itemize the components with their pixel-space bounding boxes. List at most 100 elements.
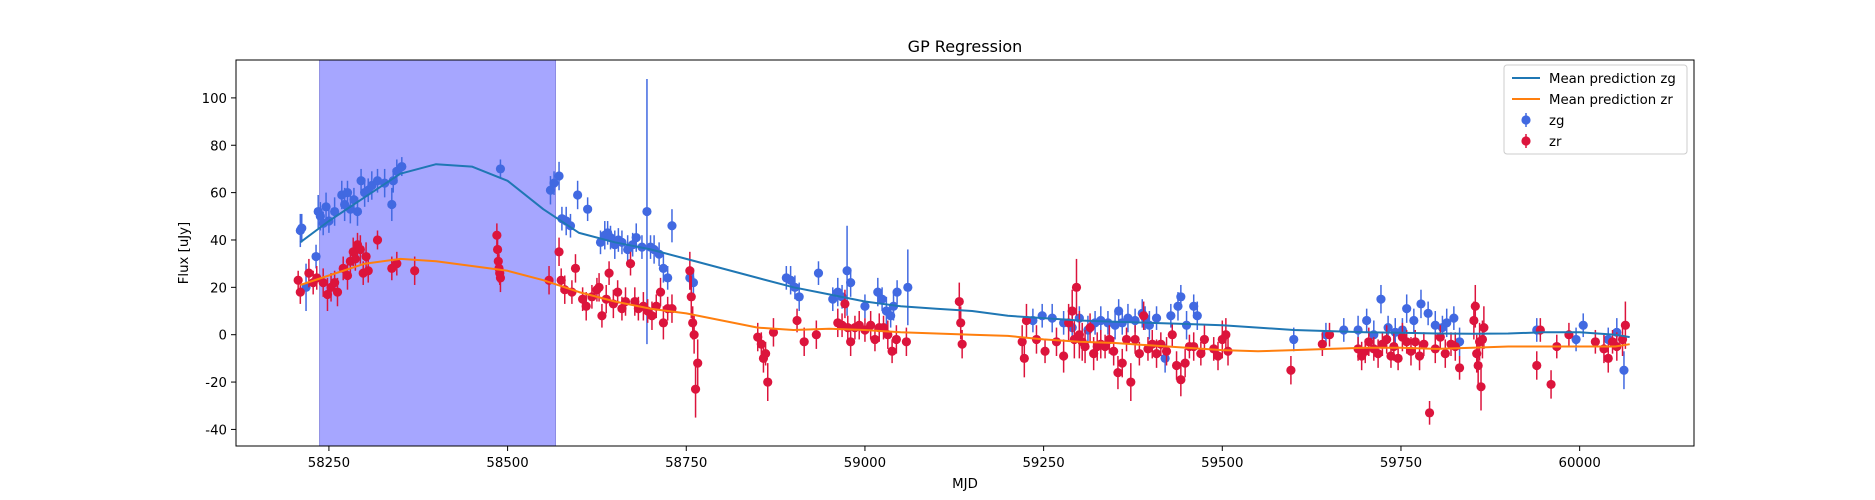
marker bbox=[1221, 330, 1231, 340]
marker bbox=[1071, 282, 1082, 292]
legend-item: Mean prediction zr bbox=[1512, 93, 1673, 108]
marker bbox=[549, 178, 559, 188]
marker bbox=[1353, 325, 1363, 335]
marker bbox=[583, 204, 593, 214]
marker bbox=[554, 247, 564, 257]
marker bbox=[1430, 320, 1440, 330]
legend: Mean prediction zg Mean prediction zr zg zr bbox=[1503, 64, 1688, 155]
data-point bbox=[297, 213, 307, 243]
marker bbox=[1176, 375, 1186, 385]
data-point bbox=[877, 287, 887, 312]
data-point bbox=[792, 308, 802, 333]
marker bbox=[297, 223, 307, 233]
data-point bbox=[799, 327, 809, 357]
y-tick-label: -20 bbox=[205, 376, 227, 391]
marker bbox=[1546, 379, 1556, 390]
marker bbox=[842, 266, 852, 276]
marker bbox=[658, 318, 668, 328]
data-point bbox=[330, 197, 340, 226]
marker bbox=[1414, 351, 1425, 361]
marker bbox=[1469, 315, 1479, 326]
data-point bbox=[1114, 299, 1124, 323]
marker bbox=[1571, 334, 1581, 345]
data-point bbox=[355, 235, 365, 264]
marker bbox=[1109, 346, 1119, 356]
legend-item: Mean prediction zg bbox=[1512, 72, 1676, 87]
marker bbox=[311, 251, 321, 262]
x-tick-label: 59000 bbox=[844, 456, 886, 471]
data-point bbox=[655, 277, 666, 307]
data-point bbox=[846, 327, 856, 357]
line-mean-prediction-zr bbox=[299, 257, 1630, 353]
data-point bbox=[891, 325, 901, 354]
data-point bbox=[866, 311, 876, 340]
marker bbox=[870, 334, 880, 345]
marker bbox=[345, 204, 355, 214]
data-point bbox=[1080, 329, 1090, 364]
data-point bbox=[321, 192, 331, 222]
data-point bbox=[846, 268, 856, 297]
data-point bbox=[903, 249, 913, 326]
marker bbox=[1423, 308, 1433, 318]
marker bbox=[760, 349, 771, 359]
marker bbox=[1151, 313, 1162, 323]
marker bbox=[1085, 322, 1095, 333]
data-point bbox=[1151, 306, 1162, 330]
marker bbox=[799, 337, 809, 347]
marker bbox=[1532, 360, 1542, 371]
marker bbox=[1324, 330, 1335, 340]
marker bbox=[594, 282, 604, 292]
x-tick-label: 58750 bbox=[665, 456, 707, 471]
marker bbox=[1339, 325, 1349, 335]
data-point bbox=[1071, 258, 1082, 316]
marker bbox=[352, 206, 363, 217]
x-tick-label: 59750 bbox=[1380, 456, 1422, 471]
data-point bbox=[1110, 311, 1120, 340]
data-point bbox=[1171, 351, 1182, 380]
marker bbox=[1166, 311, 1176, 321]
marker bbox=[1476, 382, 1486, 392]
marker bbox=[956, 318, 966, 328]
data-point bbox=[625, 251, 636, 276]
marker bbox=[495, 273, 506, 283]
data-point bbox=[763, 363, 773, 402]
data-point bbox=[554, 237, 564, 267]
data-point bbox=[686, 275, 696, 319]
marker bbox=[1364, 337, 1374, 347]
data-point bbox=[1289, 327, 1299, 352]
data-point bbox=[685, 251, 695, 290]
marker bbox=[689, 330, 699, 340]
data-point bbox=[1414, 341, 1425, 371]
y-tick-label: 40 bbox=[210, 234, 227, 249]
data-point bbox=[667, 209, 677, 243]
marker bbox=[332, 287, 343, 297]
data-point bbox=[318, 268, 328, 297]
marker bbox=[957, 339, 967, 349]
marker bbox=[756, 339, 766, 349]
marker bbox=[322, 289, 333, 300]
marker bbox=[342, 188, 353, 198]
data-point bbox=[1317, 332, 1327, 357]
legend-item: zg bbox=[1521, 113, 1564, 129]
data-point bbox=[840, 289, 850, 319]
data-point bbox=[597, 303, 607, 328]
data-point bbox=[1196, 341, 1206, 366]
marker bbox=[1454, 363, 1465, 373]
marker bbox=[1189, 301, 1199, 311]
y-tick-label: 80 bbox=[210, 139, 227, 154]
marker bbox=[1040, 346, 1050, 356]
marker bbox=[1147, 339, 1157, 349]
data-point bbox=[892, 280, 902, 304]
marker bbox=[1100, 341, 1110, 352]
marker bbox=[878, 322, 889, 333]
marker bbox=[293, 275, 303, 285]
marker bbox=[1362, 315, 1372, 326]
marker bbox=[495, 164, 506, 174]
marker bbox=[625, 259, 636, 269]
marker bbox=[892, 287, 902, 297]
marker bbox=[363, 266, 373, 276]
marker bbox=[1134, 349, 1144, 359]
marker bbox=[613, 287, 623, 297]
marker bbox=[321, 202, 331, 212]
line-mean-prediction-zg bbox=[299, 163, 1630, 339]
